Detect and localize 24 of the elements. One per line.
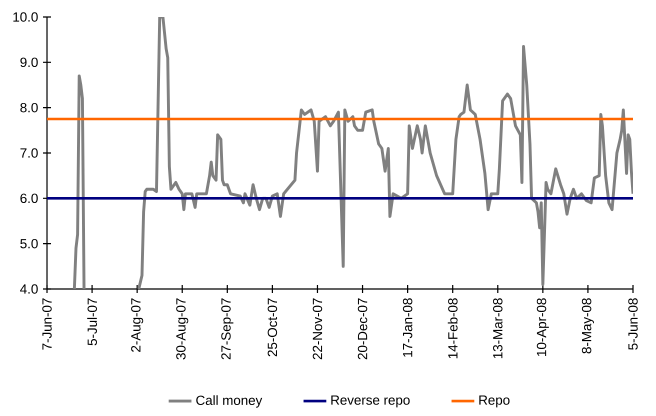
y-tick-label: 10.0 [13,12,38,22]
y-tick-label: 4.0 [20,284,38,294]
x-tick-label: 5-Jul-07 [87,298,97,346]
y-tick-label: 6.0 [20,194,38,204]
x-tick-label: 2-Aug-07 [131,298,144,352]
legend-label: Repo [479,395,510,408]
x-tick-label: 17-Jan-08 [402,298,412,357]
x-tick-label: 22-Nov-07 [312,298,322,360]
x-tick-label: 27-Sep-07 [221,298,234,360]
y-tick-label: 8.0 [20,102,38,112]
x-tick-label: 8-May-08 [582,298,594,354]
x-tick-label: 14-Feb-08 [448,298,458,358]
y-tick-label: 5.0 [20,238,38,248]
y-tick-label: 9.0 [20,58,38,68]
x-tick-label: 7-Jun-07 [42,298,52,350]
x-tick-label: 20-Dec-07 [358,298,368,360]
y-tick-label: 7.0 [20,148,38,158]
legend-label: Reverse repo [331,395,410,408]
x-tick-label: 10-Apr-08 [536,298,549,356]
x-tick-label: 30-Aug-07 [176,298,188,360]
x-tick-label: 5-Jun-08 [628,298,638,350]
x-tick-label: 13-Mar-08 [493,298,502,358]
x-tick-label: 25-Oct-07 [268,298,278,356]
legend-label: Call money [196,395,262,408]
